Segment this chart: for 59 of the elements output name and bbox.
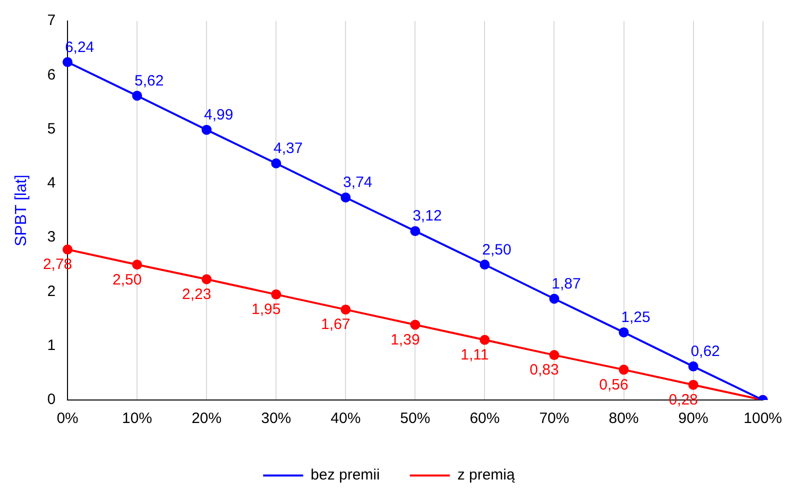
legend-label: bez premii [310, 466, 380, 484]
data-label: 0,56 [599, 376, 628, 394]
x-tick-label: 20% [192, 410, 222, 428]
data-label: 1,87 [552, 275, 581, 292]
point [132, 90, 142, 101]
y-tick-label: 6 [47, 66, 56, 84]
data-label: 3,74 [343, 174, 372, 192]
data-label: 0,62 [690, 343, 720, 360]
x-tick-label: 30% [261, 410, 292, 428]
point [132, 260, 142, 270]
x-tick-label: 0% [56, 410, 78, 428]
y-tick-label: 0 [47, 391, 56, 408]
point [688, 361, 698, 372]
point [480, 260, 490, 270]
point [480, 334, 490, 345]
point [549, 294, 560, 304]
y-tick-label: 7 [47, 12, 56, 30]
data-label: 1,25 [621, 308, 650, 326]
point [410, 226, 420, 236]
data-label: 2,23 [182, 286, 212, 303]
x-tick-label: 10% [122, 410, 152, 428]
data-label: 2,50 [482, 241, 512, 258]
y-tick-label: 2 [47, 282, 56, 300]
point [688, 380, 698, 390]
y-tick-label: 1 [47, 337, 56, 354]
data-label: 1,95 [252, 301, 281, 318]
point [549, 350, 560, 360]
point [340, 192, 351, 203]
x-tick-label: 100% [744, 410, 782, 428]
point [340, 304, 351, 315]
point [271, 289, 282, 300]
x-tick-label: 50% [400, 410, 430, 428]
point [202, 274, 212, 284]
data-label: 1,67 [321, 316, 350, 334]
x-tick-label: 40% [330, 410, 361, 428]
data-label: 3,12 [412, 208, 442, 225]
y-tick-label: 4 [47, 174, 56, 192]
data-label: 4,37 [274, 140, 303, 158]
x-tick-label: 70% [539, 410, 570, 428]
y-tick-label: 3 [47, 228, 56, 246]
point [271, 158, 282, 168]
data-label: 1,39 [390, 331, 420, 348]
x-tick-label: 90% [678, 410, 708, 428]
point [618, 327, 629, 338]
point [62, 57, 73, 68]
data-label: 4,99 [204, 106, 234, 124]
point [618, 364, 629, 375]
point [202, 124, 212, 135]
point [410, 320, 420, 330]
data-label: 1,11 [460, 346, 489, 364]
data-label: 2,50 [112, 271, 142, 288]
point [62, 244, 73, 254]
y-axis-title: SPBT [lat] [13, 174, 30, 246]
y-tick-label: 5 [47, 120, 56, 138]
data-label: 5,62 [134, 72, 164, 90]
x-tick-label: 80% [608, 410, 639, 428]
x-tick-label: 60% [470, 410, 500, 428]
data-label: 0,83 [530, 362, 559, 379]
legend-label: z premią [457, 466, 516, 484]
